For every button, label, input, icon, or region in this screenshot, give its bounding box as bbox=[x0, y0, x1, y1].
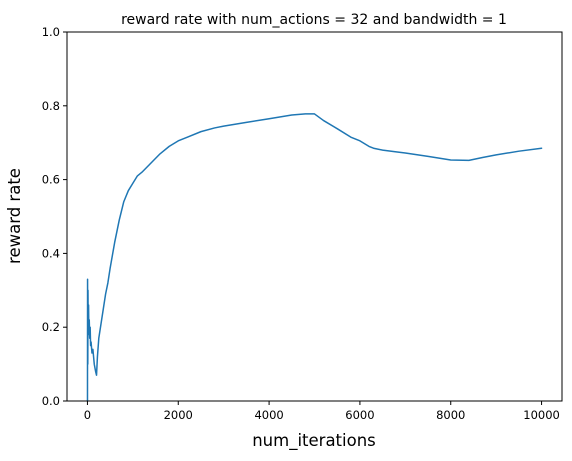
chart-title: reward rate with num_actions = 32 and ba… bbox=[121, 12, 507, 28]
y-tick-label: 0.4 bbox=[42, 246, 60, 260]
plot-frame bbox=[66, 31, 563, 402]
x-axis-label: num_iterations bbox=[252, 431, 376, 451]
y-axis-label: reward rate bbox=[5, 168, 24, 264]
y-tick-label: 0.0 bbox=[42, 394, 60, 408]
y-tick-label: 1.0 bbox=[42, 25, 60, 39]
x-tick-label: 0 bbox=[84, 408, 91, 422]
x-tick-label: 2000 bbox=[164, 408, 193, 422]
y-tick-label: 0.8 bbox=[42, 99, 60, 113]
plot-area bbox=[67, 32, 562, 401]
x-tick-label: 10000 bbox=[523, 408, 560, 422]
y-tick-label: 0.6 bbox=[42, 173, 60, 187]
x-axis: 0 2000 4000 6000 8000 10000 bbox=[84, 401, 560, 422]
series-layer bbox=[86, 113, 543, 402]
series-line-0 bbox=[86, 113, 543, 402]
x-tick-label: 4000 bbox=[254, 408, 283, 422]
x-tick-label: 8000 bbox=[436, 408, 465, 422]
y-tick-label: 0.2 bbox=[42, 320, 60, 334]
x-tick-label: 6000 bbox=[345, 408, 374, 422]
y-axis: 0.0 0.2 0.4 0.6 0.8 1.0 bbox=[42, 25, 67, 408]
